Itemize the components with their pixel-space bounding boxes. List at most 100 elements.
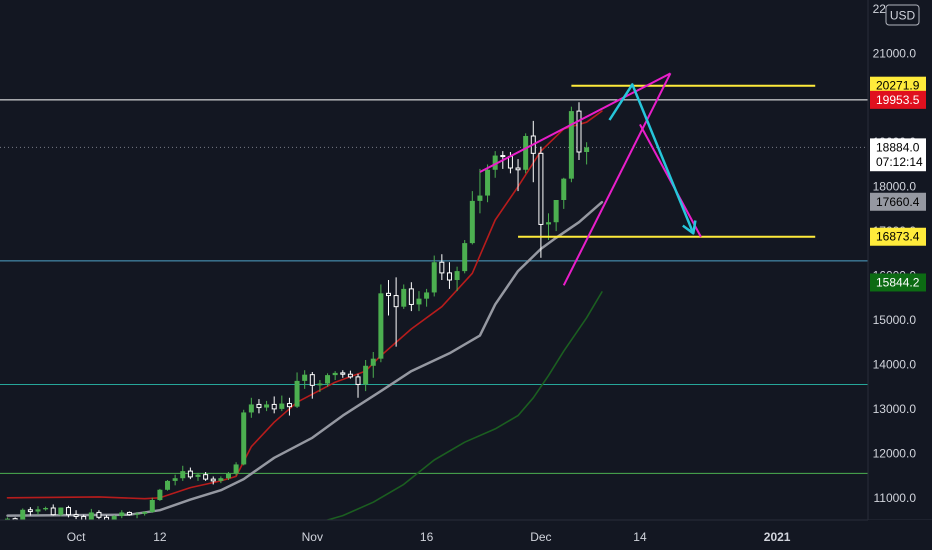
price-label-bg [870, 76, 926, 95]
drawing-arrow-5 [608, 83, 695, 234]
drawings [479, 72, 816, 286]
candle-40 [309, 372, 315, 399]
candle-body [65, 507, 71, 516]
candle-body [454, 271, 460, 280]
price-label-bg [870, 192, 926, 211]
candle-21 [165, 480, 171, 491]
x-tick-label: 14 [633, 530, 647, 544]
candle-body [477, 195, 483, 201]
candle-body [317, 383, 323, 386]
chart-settings-button[interactable] [868, 520, 932, 550]
price-axis[interactable]: 11000.012000.013000.014000.015000.016000… [867, 0, 932, 520]
candle-body [73, 514, 79, 517]
candle-18 [142, 511, 148, 516]
candle-57 [439, 254, 445, 280]
candle-body [485, 169, 491, 196]
x-tick-label: 16 [420, 530, 434, 544]
candle-26 [203, 472, 209, 481]
candle-8 [65, 505, 71, 518]
candle-body [408, 288, 414, 305]
candle-43 [332, 371, 338, 380]
candle-58 [446, 262, 452, 289]
candle-body [165, 480, 171, 490]
candle-34 [264, 400, 270, 412]
price-label-bg [870, 273, 926, 292]
candle-24 [187, 467, 193, 480]
candle-body [157, 489, 163, 500]
x-tick-label: Dec [530, 530, 551, 544]
moving-average-2 [311, 291, 603, 526]
candle-body [309, 374, 315, 386]
x-axis-ticks: Oct 12 Nov 16 Dec 14 2021 [67, 530, 791, 544]
price-label: 17660.4 [870, 192, 926, 211]
candle-body [286, 403, 292, 408]
candle-body [378, 293, 384, 359]
candle-body [386, 292, 391, 297]
candle-body [431, 262, 437, 293]
candle-47 [363, 360, 369, 392]
candle-body [446, 272, 452, 281]
candle-body [424, 292, 430, 299]
price-label-bg [870, 227, 926, 246]
candle-31 [241, 409, 247, 466]
candle-body [370, 358, 376, 366]
candle-body [225, 473, 231, 479]
candle-body [500, 155, 506, 158]
candle-body [180, 471, 186, 479]
candle-3 [27, 507, 33, 516]
x-tick-label: 12 [153, 530, 167, 544]
candle-73 [561, 177, 567, 209]
candle-body [119, 512, 125, 516]
candle-59 [454, 266, 460, 292]
candle-body [340, 372, 346, 375]
candle-body [126, 511, 132, 516]
candle-body [195, 474, 201, 477]
candle-body [538, 152, 544, 225]
candle-44 [340, 370, 346, 378]
candle-body [462, 243, 468, 272]
candle-49 [378, 284, 384, 363]
price-label-text: 20271.9 [876, 79, 920, 93]
candle-body [355, 376, 361, 385]
candle-body [50, 507, 56, 516]
candle-39 [302, 370, 308, 389]
candle-27 [210, 476, 216, 485]
candle-17 [134, 512, 140, 519]
time-axis[interactable]: Oct 12 Nov 16 Dec 14 2021 [0, 519, 932, 550]
price-label: 19953.5 [870, 90, 926, 109]
candle-16 [126, 511, 132, 516]
candle-body [142, 512, 148, 514]
price-label: 07:12:14 [870, 153, 926, 172]
candle-body [401, 288, 407, 307]
candle-body [393, 295, 399, 308]
candle-56 [431, 255, 437, 297]
candle-46 [355, 373, 361, 398]
candle-48 [370, 352, 376, 378]
candle-body [218, 478, 224, 481]
candle-body [256, 403, 262, 409]
candle-body [88, 512, 94, 520]
price-label: 20271.9 [870, 76, 926, 95]
candle-body [35, 509, 41, 512]
candle-52 [401, 284, 407, 309]
drawing-line-2 [479, 72, 671, 173]
candle-body [347, 373, 353, 378]
candle-body [515, 167, 521, 171]
price-label-text: 17660.4 [876, 195, 920, 209]
candle-29 [225, 472, 231, 480]
candle-body [27, 509, 33, 513]
y-tick-label: 12000.0 [873, 446, 917, 460]
candle-72 [553, 200, 559, 232]
y-tick-label: 14000.0 [873, 357, 917, 371]
y-tick-label: 15000.0 [873, 313, 917, 327]
price-label: 18884.0 [870, 138, 926, 157]
currency-badge[interactable]: USD [885, 4, 920, 26]
candle-36 [279, 395, 285, 412]
candle-38 [294, 372, 300, 408]
candle-7 [58, 507, 64, 517]
candle-23 [180, 465, 186, 481]
candle-5 [43, 506, 49, 511]
price-label-bg [870, 138, 926, 157]
candle-body [439, 261, 445, 274]
